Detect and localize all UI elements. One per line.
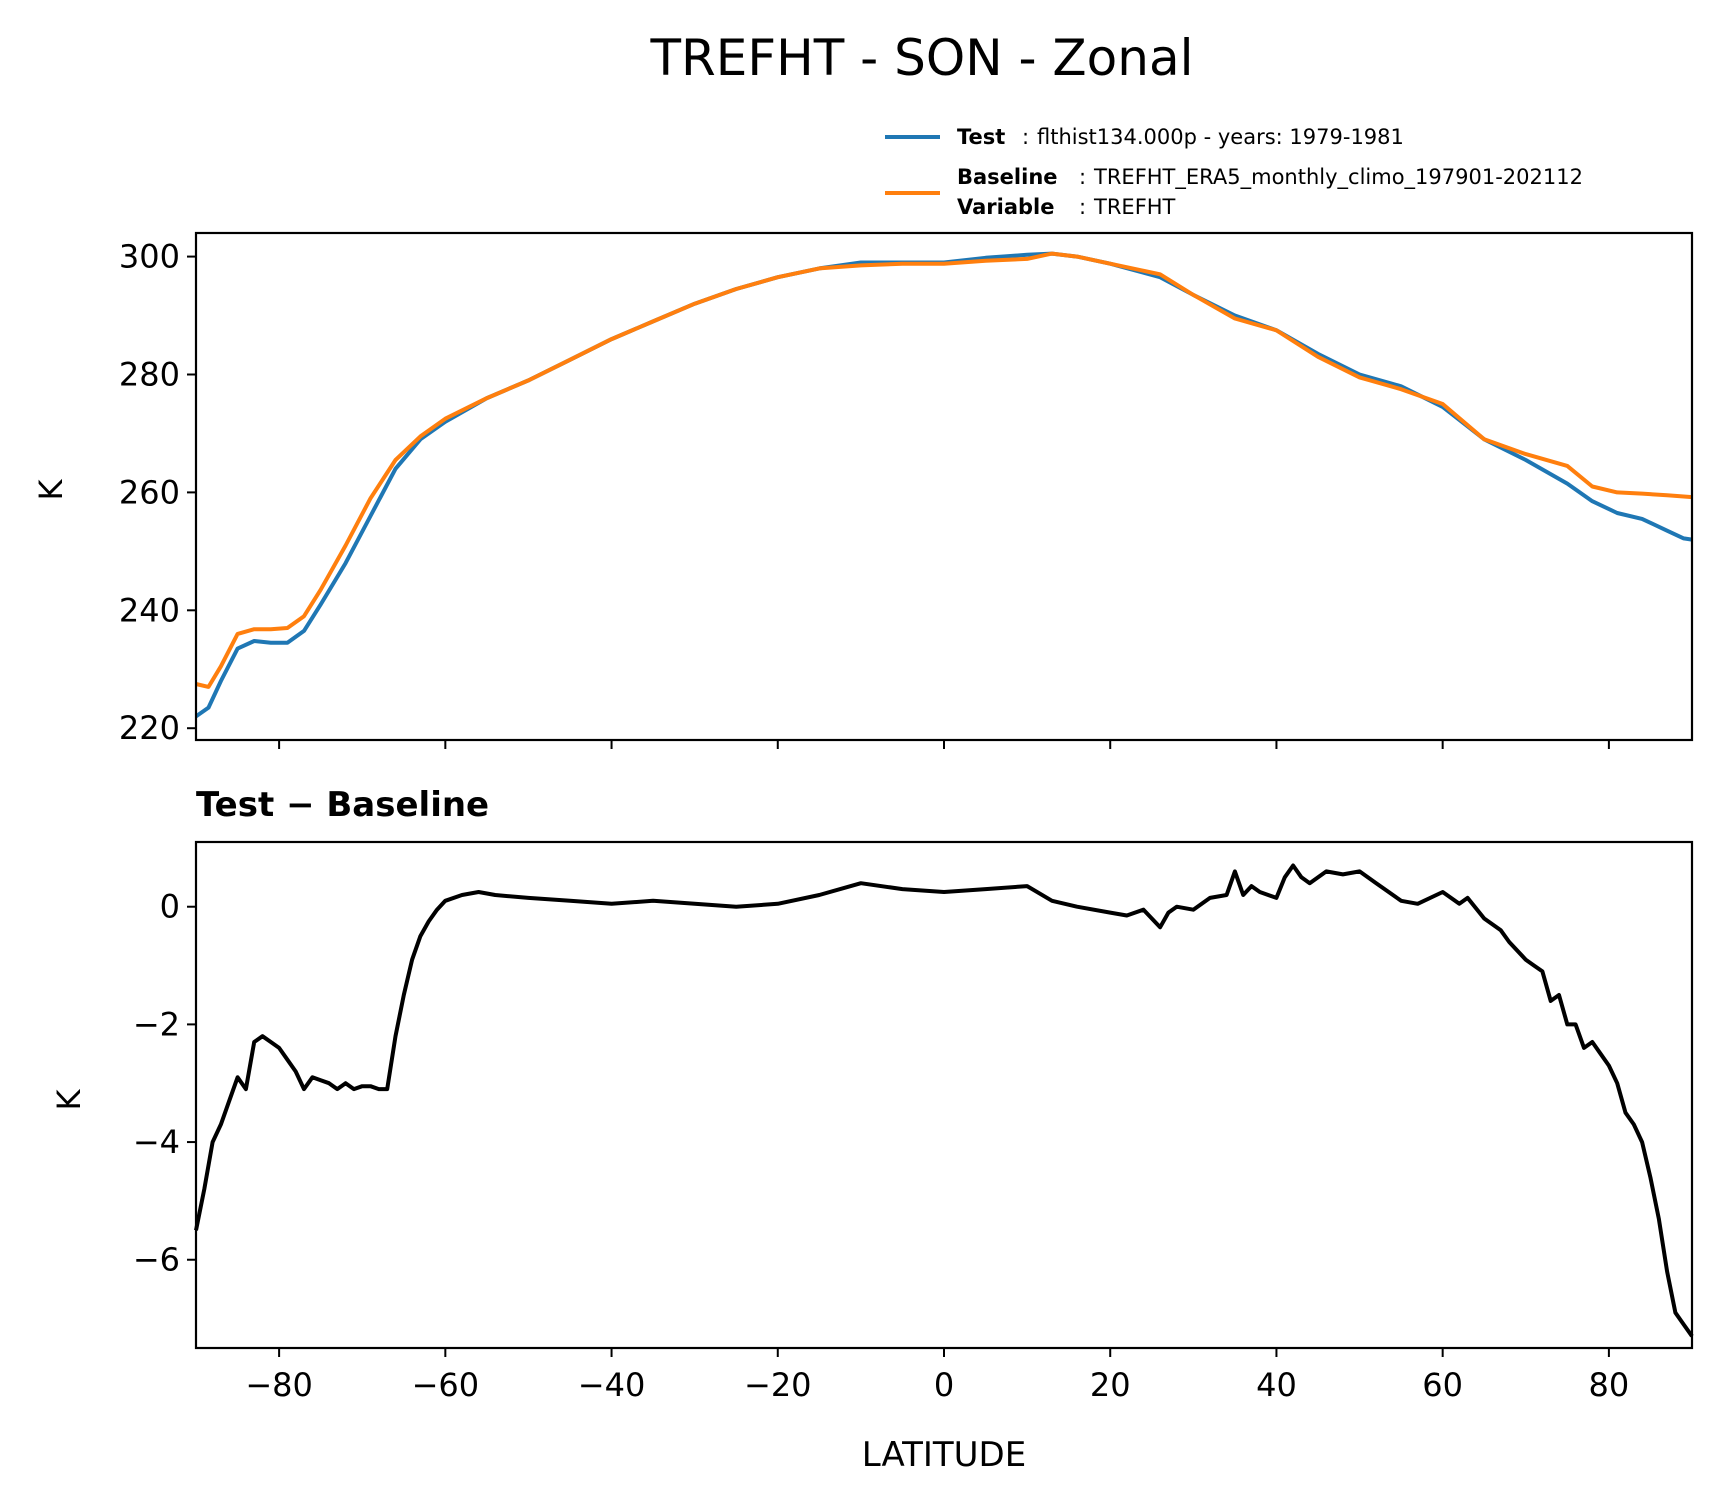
top-panel-series [194, 251, 1693, 719]
ytick-label: −6 [133, 1241, 180, 1279]
ytick-label: −2 [133, 1005, 180, 1043]
ytick-label: 220 [119, 709, 180, 747]
legend-test-separator: : [1022, 125, 1029, 149]
legend-test-label: Test [957, 125, 1005, 149]
xtick-label: −40 [578, 1366, 646, 1404]
bottom-panel-ticks: −6−4−20−80 −60 −40 −20 0 20 40 60 80 [133, 888, 1629, 1404]
bottom-panel-ylabel: K [50, 1088, 88, 1110]
legend-baseline-label: Baseline [957, 165, 1058, 189]
xtick-label: 40 [1256, 1366, 1297, 1404]
bottom-panel-xlabel: LATITUDE [862, 1435, 1026, 1475]
ytick-label: 300 [119, 238, 180, 276]
xtick-label: 60 [1422, 1366, 1463, 1404]
ytick-label: 260 [119, 473, 180, 511]
xtick-label: 20 [1090, 1366, 1131, 1404]
bottom-panel: Test − Baseline −6−4−20−80 −60 −40 −20 0 20 40… [50, 785, 1694, 1475]
legend-variable-separator: : [1079, 195, 1086, 219]
xtick-label: −80 [245, 1366, 313, 1404]
series-line-test [194, 251, 1693, 719]
xtick-label: −60 [412, 1366, 480, 1404]
legend-test-text: flthist134.000p - years: 1979-1981 [1037, 125, 1404, 149]
top-panel-frame [194, 231, 1694, 742]
legend-variable-label: Variable [957, 195, 1054, 219]
ytick-label: 240 [119, 591, 180, 629]
figure-title: TREFHT - SON - Zonal [650, 29, 1194, 87]
legend-baseline-text: TREFHT_ERA5_monthly_climo_197901-202112 [1093, 165, 1583, 190]
bottom-panel-frame [194, 840, 1694, 1350]
xtick-label: 0 [934, 1366, 954, 1404]
legend-baseline-separator: : [1079, 165, 1086, 189]
series-line-test-baseline [194, 863, 1694, 1338]
series-line-baseline [195, 251, 1693, 689]
legend-variable-text: TREFHT [1093, 195, 1176, 219]
xtick-label: 80 [1589, 1366, 1630, 1404]
legend: Test : flthist134.000p - years: 1979-198… [885, 125, 1583, 219]
ytick-label: 0 [160, 888, 180, 926]
top-panel-ylabel: K [32, 478, 70, 500]
bottom-panel-title: Test − Baseline [196, 785, 489, 825]
top-panel: 220 240 260 280 300 K [32, 231, 1694, 749]
bottom-panel-series [194, 863, 1694, 1338]
ytick-label: 280 [119, 355, 180, 393]
ytick-label: −4 [133, 1123, 180, 1161]
top-panel-ticks: 220 240 260 280 300 [119, 238, 1610, 749]
xtick-label: −20 [744, 1366, 812, 1404]
